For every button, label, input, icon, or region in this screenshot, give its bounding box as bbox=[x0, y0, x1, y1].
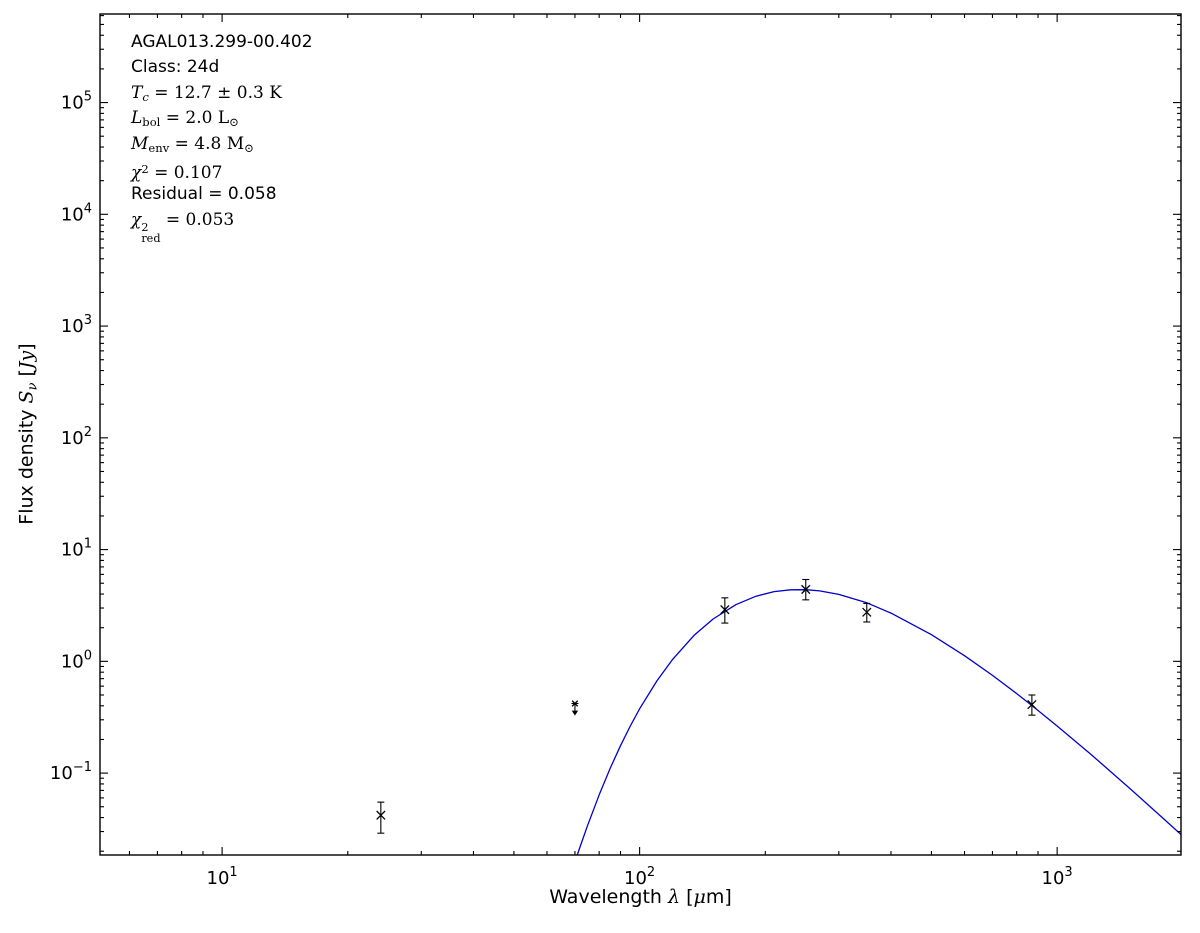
x-axis-label: Wavelength λ [μm] bbox=[100, 886, 1181, 908]
annotation-line: Lbol = 2.0 L⊙ bbox=[131, 106, 313, 131]
fit-parameters-annotation: AGAL013.299-00.402 Class: 24d Tc = 12.7 ± … bbox=[131, 30, 313, 244]
text-segment: ] bbox=[15, 343, 38, 351]
axis-ticks bbox=[100, 14, 1181, 855]
greybody-fit-path bbox=[576, 589, 1181, 855]
text-segment: ν bbox=[25, 382, 41, 391]
text-segment: Residual = 0.058 bbox=[131, 184, 277, 205]
text-segment: ⊙ bbox=[244, 140, 254, 155]
y-tick-label: 10−1 bbox=[50, 760, 92, 784]
text-segment: χ bbox=[131, 163, 142, 184]
data-point bbox=[376, 801, 386, 834]
y-tick-label: 101 bbox=[61, 537, 92, 561]
text-segment: bol bbox=[142, 115, 161, 130]
stacked-sub-sup: 2 red bbox=[141, 220, 161, 245]
text-segment: Class: 24d bbox=[131, 57, 220, 78]
text-segment: m] bbox=[705, 886, 732, 908]
data-point bbox=[720, 597, 730, 624]
plot-border bbox=[99, 13, 1182, 856]
text-segment: = 0.107 bbox=[148, 163, 223, 184]
text-segment: [ bbox=[680, 886, 694, 908]
text-segment: Flux density bbox=[15, 403, 38, 525]
text-segment: = 0.053 bbox=[160, 209, 235, 230]
annotation-line: Class: 24d bbox=[131, 55, 313, 80]
text-segment: L bbox=[131, 108, 143, 129]
y-tick-label: 103 bbox=[61, 313, 92, 337]
text-segment: 2 bbox=[141, 161, 149, 176]
text-segment: [ bbox=[15, 369, 38, 383]
data-point bbox=[1027, 694, 1037, 716]
text-segment: μ bbox=[693, 886, 706, 908]
down-arrow-icon bbox=[571, 710, 579, 716]
annotation-line: χ2 = 0.107 bbox=[131, 157, 313, 184]
text-segment: = 2.0 L bbox=[160, 108, 230, 129]
text-segment: T bbox=[131, 82, 143, 103]
text-segment: Jy bbox=[15, 350, 38, 370]
annotation-line: Tc = 12.7 ± 0.3 K bbox=[131, 81, 313, 106]
text-segment: χ bbox=[131, 209, 142, 230]
y-tick-label: 100 bbox=[61, 648, 92, 672]
text-segment: M bbox=[131, 133, 149, 154]
y-tick-label: 102 bbox=[61, 425, 92, 449]
text-segment: λ bbox=[667, 886, 681, 908]
data-point bbox=[801, 578, 811, 601]
text-segment: ⊙ bbox=[229, 115, 239, 130]
annotation-line: χ 2 red = 0.053 bbox=[131, 208, 313, 244]
model-curve bbox=[576, 589, 1181, 855]
text-segment: AGAL013.299-00.402 bbox=[131, 32, 313, 52]
data-point-upper-limit bbox=[571, 700, 579, 716]
text-segment: env bbox=[148, 140, 170, 155]
text-segment: Wavelength bbox=[549, 886, 668, 908]
text-segment: = 4.8 M bbox=[169, 133, 245, 154]
annotation-line: Residual = 0.058 bbox=[131, 182, 313, 207]
text-segment: c bbox=[142, 90, 149, 105]
text-segment: = 12.7 ± 0.3 K bbox=[148, 82, 282, 103]
y-axis-label: Flux density Sν [Jy] bbox=[16, 343, 41, 524]
annotation-line: AGAL013.299-00.402 bbox=[131, 30, 313, 55]
text-segment: S bbox=[15, 390, 38, 404]
annotation-line: Menv = 4.8 M⊙ bbox=[131, 132, 313, 157]
data-point bbox=[862, 602, 872, 623]
y-tick-label: 105 bbox=[61, 90, 92, 114]
y-tick-label: 104 bbox=[61, 201, 92, 225]
